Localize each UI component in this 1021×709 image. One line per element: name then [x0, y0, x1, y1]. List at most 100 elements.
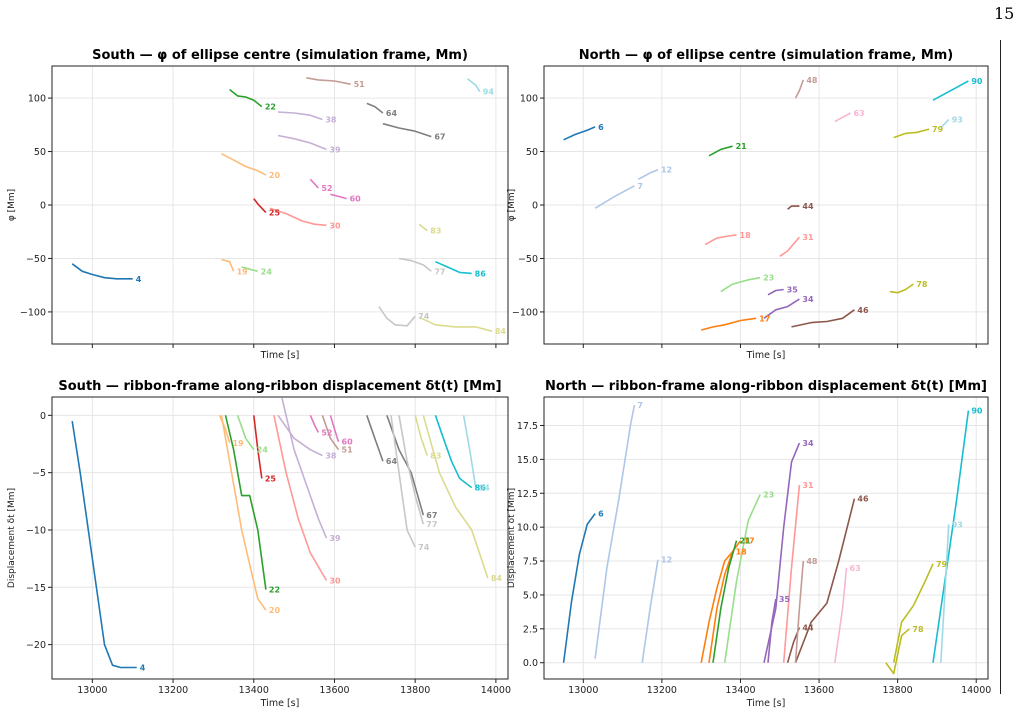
series-label-86: 86	[475, 269, 487, 278]
series-line-17	[700, 317, 757, 331]
series-line-25	[253, 415, 263, 479]
x-tick-label: 13600	[319, 685, 349, 696]
series-line-51	[321, 415, 340, 451]
series-label-35: 35	[787, 285, 799, 294]
series-line-22	[229, 88, 263, 108]
series-line-46	[791, 309, 855, 328]
series-line-24	[236, 415, 255, 451]
series-line-39	[277, 134, 327, 151]
series-label-64: 64	[386, 457, 398, 466]
y-tick-label: 10.0	[517, 523, 538, 534]
series-label-44: 44	[802, 202, 814, 211]
series-line-38	[277, 111, 323, 121]
plot-frame	[543, 396, 989, 680]
series-label-17: 17	[743, 537, 754, 546]
series-line-20	[221, 152, 267, 176]
series-label-79: 79	[932, 125, 944, 134]
series-line-60	[330, 193, 347, 200]
series-label-7: 7	[637, 182, 643, 191]
series-line-19	[221, 258, 235, 272]
series-line-44	[787, 205, 800, 210]
y-axis-label: Displacement δt [Mm]	[7, 488, 17, 588]
series-label-38: 38	[325, 115, 337, 124]
series-label-31: 31	[802, 233, 814, 242]
series-label-34: 34	[802, 439, 814, 448]
series-line-83	[418, 223, 428, 232]
chart-panel-2: −100 −50 0 50 100 North — φ of ellipse centre…	[507, 48, 989, 361]
y-axis-label: φ [Mm]	[507, 189, 517, 221]
series-line-84	[422, 415, 489, 579]
series-line-23	[723, 494, 761, 663]
series-label-94: 94	[479, 484, 491, 493]
series-line-34	[763, 298, 800, 319]
series-label-22: 22	[265, 103, 276, 112]
y-tick-label: −10	[26, 525, 46, 536]
series-label-46: 46	[857, 495, 869, 504]
series-line-51	[306, 77, 351, 85]
series-group	[562, 404, 970, 675]
series-line-7	[594, 185, 635, 209]
series-line-7	[594, 404, 636, 659]
series-line-64	[366, 415, 384, 462]
series-line-6	[563, 126, 596, 141]
y-tick-label: −5	[32, 468, 46, 479]
series-line-52	[309, 414, 320, 433]
y-tick-label: 15.0	[517, 455, 538, 466]
series-label-6: 6	[598, 123, 604, 132]
series-line-48	[794, 79, 805, 99]
series-label-17: 17	[759, 314, 770, 323]
series-label-52: 52	[321, 429, 332, 438]
chart-panel-1: −100 −50 0 50 100 South — φ of ellipse centre…	[7, 48, 509, 361]
chart-panel-4: 13000 13200 13400 13600 13800 14000 0.0 2.5 5.0 7…	[507, 379, 991, 709]
series-line-60	[329, 415, 340, 442]
series-label-19: 19	[233, 439, 245, 448]
series-label-39: 39	[329, 534, 341, 543]
series-group	[71, 77, 493, 332]
series-line-90	[932, 80, 969, 101]
x-axis-label: Time [s]	[260, 350, 300, 361]
series-line-77	[398, 257, 432, 272]
series-line-74	[378, 306, 416, 327]
y-tick-label: −15	[26, 583, 46, 594]
series-label-22: 22	[269, 586, 280, 595]
series-line-93	[940, 118, 950, 129]
series-label-63: 63	[853, 109, 864, 118]
page-number: 15	[994, 4, 1015, 23]
series-label-25: 25	[265, 474, 277, 483]
x-tick-label: 13000	[77, 685, 107, 696]
series-label-34: 34	[802, 295, 814, 304]
y-tick-label: 100	[520, 94, 538, 105]
series-label-48: 48	[806, 557, 818, 566]
series-line-74	[390, 415, 416, 548]
x-tick-label: 13400	[239, 685, 269, 696]
y-tick-label: 5.0	[523, 590, 538, 601]
x-tick-label: 13400	[725, 685, 755, 696]
series-line-35	[767, 288, 784, 296]
series-label-7: 7	[637, 401, 643, 410]
series-label-83: 83	[430, 227, 441, 236]
series-line-46	[794, 498, 856, 663]
series-label-93: 93	[952, 520, 963, 529]
series-line-77	[398, 415, 425, 525]
series-label-64: 64	[386, 109, 398, 118]
y-tick-label: 12.5	[517, 489, 538, 500]
series-label-67: 67	[426, 511, 437, 520]
series-line-94	[462, 415, 477, 488]
series-line-12	[641, 559, 659, 663]
y-tick-label: 2.5	[523, 624, 538, 635]
series-label-21: 21	[740, 537, 752, 546]
series-label-74: 74	[418, 312, 430, 321]
series-group	[71, 397, 489, 669]
series-label-84: 84	[495, 327, 507, 336]
series-label-67: 67	[434, 133, 445, 142]
series-label-4: 4	[140, 664, 146, 673]
series-line-4	[71, 263, 133, 280]
chart-title: North — φ of ellipse centre (simulation …	[579, 48, 954, 63]
series-label-77: 77	[426, 520, 437, 529]
series-line-63	[834, 567, 848, 663]
series-line-21	[712, 540, 738, 663]
series-line-64	[366, 102, 384, 114]
series-line-31	[782, 485, 801, 663]
series-label-78: 78	[916, 280, 928, 289]
series-line-22	[224, 415, 267, 590]
